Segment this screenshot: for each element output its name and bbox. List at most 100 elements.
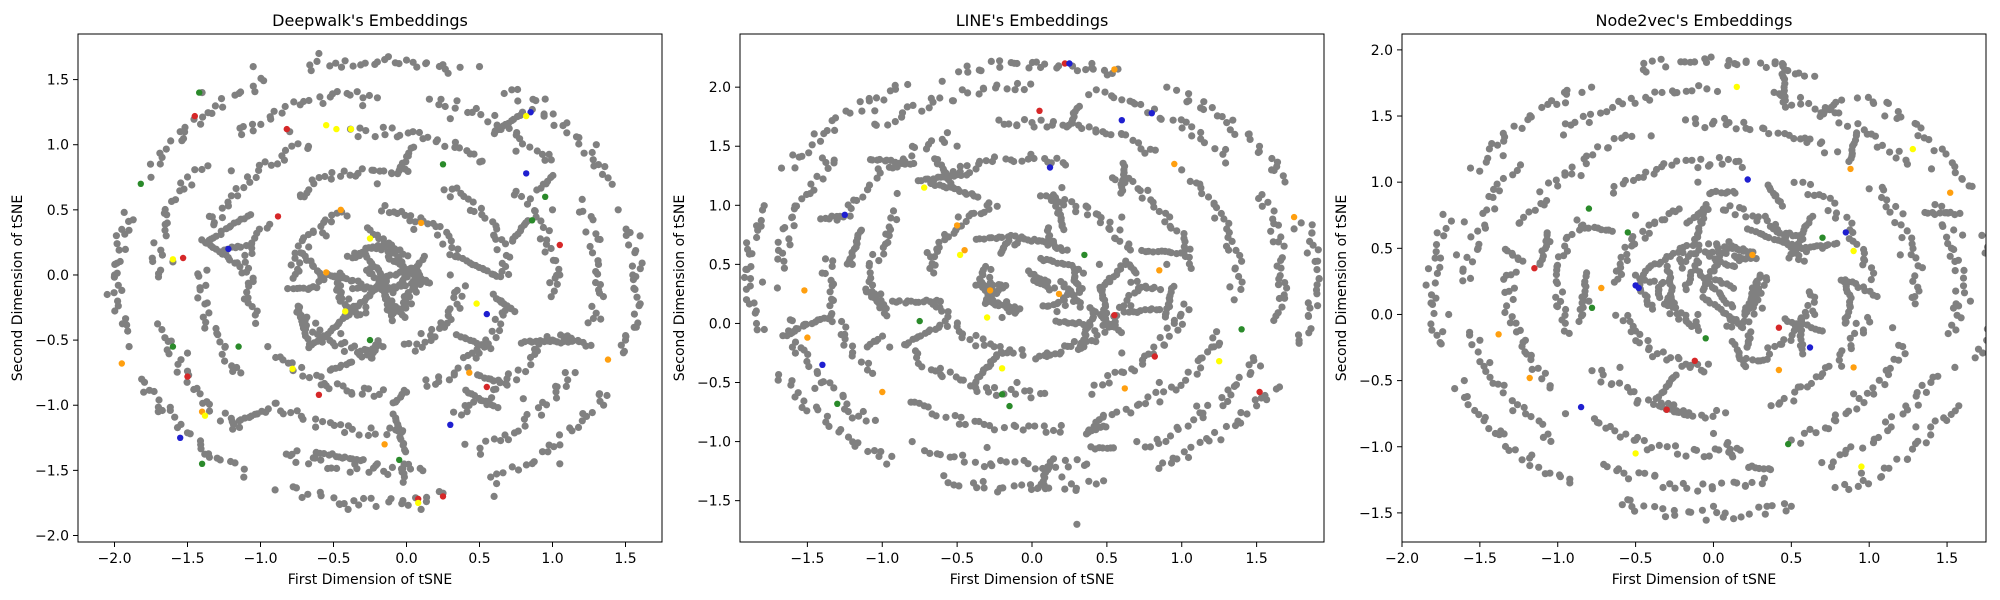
embedding-point xyxy=(1724,155,1732,164)
embedding-point xyxy=(1064,463,1072,471)
embedding-point xyxy=(255,166,263,174)
embedding-point xyxy=(1688,322,1696,330)
embedding-point xyxy=(477,204,485,212)
embedding-point xyxy=(519,395,527,403)
embedding-point xyxy=(993,289,1001,298)
embedding-point xyxy=(1106,218,1114,226)
embedding-point xyxy=(974,193,982,201)
embedding-point xyxy=(1870,99,1878,107)
embedding-point xyxy=(514,466,523,474)
embedding-point xyxy=(1523,350,1531,358)
embedding-point xyxy=(1083,460,1091,468)
embedding-point xyxy=(1224,386,1232,394)
embedding-point xyxy=(1061,485,1069,493)
embedding-point xyxy=(493,480,501,488)
embedding-point xyxy=(1851,329,1859,337)
embedding-point xyxy=(1045,484,1053,492)
embedding-point xyxy=(1681,116,1690,124)
embedding-point xyxy=(1724,188,1732,196)
embedding-point xyxy=(1002,458,1010,466)
embedding-point xyxy=(1536,188,1544,196)
embedding-point xyxy=(240,473,248,481)
embedding-point xyxy=(1118,96,1126,104)
embedding-point xyxy=(547,156,555,164)
highlight-point xyxy=(235,343,242,350)
embedding-point xyxy=(1788,101,1796,109)
embedding-point xyxy=(1188,132,1196,140)
embedding-point xyxy=(1759,124,1767,132)
embedding-point xyxy=(533,147,541,155)
x-tick-label: 1.5 xyxy=(1936,551,1958,567)
embedding-point xyxy=(951,412,959,420)
embedding-point xyxy=(1671,442,1680,450)
embedding-point xyxy=(364,431,372,440)
highlight-point xyxy=(1775,324,1783,331)
highlight-point xyxy=(528,217,536,224)
embedding-point xyxy=(1701,414,1709,422)
embedding-point xyxy=(1644,337,1652,345)
embedding-point xyxy=(1561,319,1569,327)
embedding-point xyxy=(409,58,417,66)
embedding-point xyxy=(367,424,375,432)
embedding-point xyxy=(906,160,915,168)
x-tick-label: 1.5 xyxy=(1245,551,1267,567)
embedding-point xyxy=(118,225,126,233)
embedding-point xyxy=(804,350,812,358)
embedding-point xyxy=(1481,224,1489,232)
embedding-point xyxy=(979,477,987,486)
embedding-point xyxy=(956,162,964,170)
embedding-point xyxy=(263,224,271,232)
embedding-point xyxy=(1623,250,1631,258)
embedding-point xyxy=(1704,162,1713,170)
chart-title: Deepwalk's Embeddings xyxy=(272,11,468,30)
embedding-point xyxy=(1431,279,1439,287)
embedding-point xyxy=(781,224,789,232)
embedding-point xyxy=(1180,300,1188,308)
embedding-point xyxy=(844,433,853,441)
embedding-point xyxy=(1565,329,1573,337)
embedding-point xyxy=(813,172,821,180)
embedding-point xyxy=(1500,137,1508,145)
highlight-point xyxy=(1066,60,1073,67)
x-tick-label: 0.0 xyxy=(1702,551,1724,567)
embedding-point xyxy=(386,424,394,432)
embedding-point xyxy=(167,337,175,345)
embedding-point xyxy=(446,305,454,313)
embedding-point xyxy=(1704,360,1712,368)
embedding-point xyxy=(1290,225,1298,233)
embedding-point xyxy=(196,286,204,294)
embedding-point xyxy=(423,382,431,390)
embedding-point xyxy=(1651,503,1659,511)
embedding-point xyxy=(388,317,396,325)
embedding-point xyxy=(588,148,596,157)
embedding-point xyxy=(1314,246,1322,254)
embedding-point xyxy=(547,293,555,301)
embedding-point xyxy=(1995,257,2000,264)
embedding-point xyxy=(936,297,945,305)
embedding-point xyxy=(1946,252,1954,260)
embedding-point xyxy=(1874,433,1883,442)
embedding-point xyxy=(538,150,547,158)
embedding-point xyxy=(1486,373,1494,381)
highlight-point xyxy=(179,254,187,262)
embedding-point xyxy=(1222,242,1231,250)
embedding-point xyxy=(446,193,454,201)
embedding-point xyxy=(589,156,597,164)
embedding-point xyxy=(1810,191,1818,199)
embedding-point xyxy=(1642,93,1650,101)
embedding-point xyxy=(1683,411,1692,419)
embedding-point xyxy=(388,297,396,305)
embedding-point xyxy=(938,135,946,143)
embedding-point xyxy=(346,468,354,476)
embedding-point xyxy=(990,426,999,434)
embedding-point xyxy=(1073,520,1081,528)
embedding-point xyxy=(1624,496,1632,504)
embedding-point xyxy=(231,459,239,467)
embedding-point xyxy=(371,60,379,68)
embedding-point xyxy=(1844,407,1853,415)
embedding-point xyxy=(1769,225,1777,233)
embedding-point xyxy=(249,277,257,286)
embedding-point xyxy=(1651,88,1659,96)
embedding-point xyxy=(315,49,323,58)
y-tick-label: −1.5 xyxy=(35,463,69,479)
